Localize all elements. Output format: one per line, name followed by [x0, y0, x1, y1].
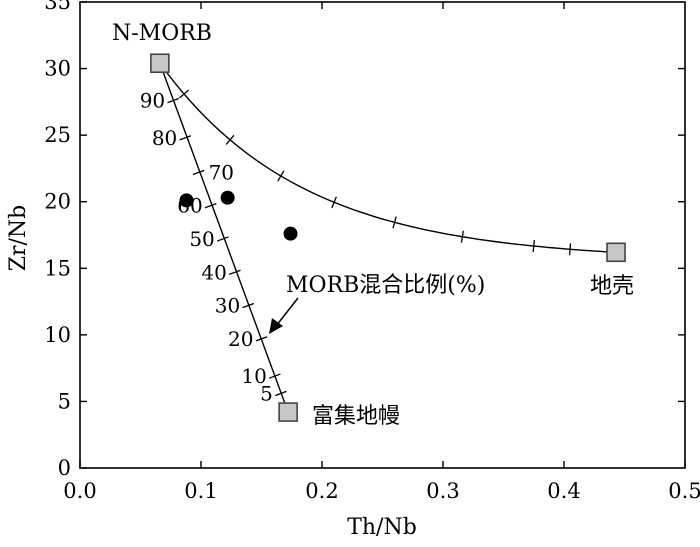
morb-crust-mixing-curve: [159, 62, 617, 253]
sample-point: [283, 226, 298, 241]
mixing-ratio-arrow-shaft: [275, 297, 299, 327]
mixing-tick-label: 60: [177, 194, 202, 218]
sample-point: [220, 190, 235, 205]
x-axis-title: Th/Nb: [347, 515, 417, 540]
mixing-ratio-arrow-head: [269, 318, 283, 334]
mixing-ratio-label: MORB混合比例(%): [286, 273, 485, 298]
x-tick-label: 0.5: [668, 479, 700, 503]
crust-label: 地壳: [590, 274, 634, 299]
y-tick-label: 5: [58, 389, 71, 413]
y-tick-label: 0: [58, 456, 71, 480]
sample-point: [179, 193, 194, 208]
mixing-line-tick: [167, 97, 180, 104]
y-tick-label: 10: [44, 323, 71, 347]
y-tick-label: 25: [44, 123, 71, 147]
y-tick-label: 15: [44, 256, 71, 280]
mixing-tick-label: 40: [201, 260, 226, 284]
n-morb-label: N-MORB: [112, 21, 212, 46]
mixing-curves: [159, 62, 617, 413]
mixing-line-tick: [216, 236, 229, 242]
axis-ticks: [79, 1, 686, 469]
mixing-tick-label: 80: [152, 126, 177, 150]
mixing-tick-label: 30: [215, 294, 240, 318]
crust-curve-tick: [331, 196, 337, 209]
mixing-line-tick: [268, 373, 281, 379]
y-tick-label: 30: [44, 57, 71, 81]
mixing-line-tick: [275, 390, 287, 397]
mixing-tick-label: 5: [260, 381, 273, 405]
end-member-markers: [150, 53, 626, 422]
annotations: N-MORB 地壳 富集地幔 MORB混合比例(%): [112, 21, 634, 429]
x-tick-label: 0.0: [63, 479, 96, 503]
plot-frame: [79, 1, 686, 469]
crust-curve-tick: [460, 230, 464, 243]
crust-curve-tick: [532, 239, 535, 253]
x-tick-label: 0.2: [305, 479, 338, 503]
y-tick-label: 20: [44, 190, 71, 214]
crust-curve-tick: [277, 170, 285, 182]
mixing-tick-label: 90: [140, 89, 165, 113]
mixing-line-tick: [255, 336, 268, 342]
mixing-tick-label: 10: [241, 364, 266, 388]
crust-curve-tick: [392, 216, 397, 229]
morb-mantle-mixing-line: [159, 63, 289, 413]
mixing-line-tick: [229, 269, 241, 275]
end-member-marker: [150, 53, 170, 74]
crust-curve-tick: [179, 89, 190, 99]
enriched-mantle-label: 富集地幔: [312, 404, 400, 429]
crust-curve-tick: [568, 243, 572, 256]
mixing-tick-label: 70: [209, 160, 234, 184]
y-axis-title: Zr/Nb: [6, 205, 31, 272]
mixing-line-tick: [192, 169, 205, 176]
sample-points: [179, 190, 298, 241]
end-member-marker: [278, 402, 298, 422]
mixing-tick-label: 50: [189, 227, 214, 251]
end-member-marker: [606, 242, 626, 263]
y-tick-label: 35: [44, 0, 71, 14]
mixing-tick-label: 20: [228, 327, 253, 351]
x-tick-label: 0.1: [184, 479, 217, 503]
mixing-ratio-tick-labels: 90 80 70 60 50 40 30 20 105: [140, 89, 273, 406]
x-tick-label: 0.4: [547, 479, 580, 503]
mixing-line-tick: [204, 203, 217, 209]
mixing-line-tick: [179, 135, 192, 141]
crust-curve-tick: [225, 134, 235, 145]
x-tick-label: 0.3: [426, 479, 459, 503]
mixing-line-tick: [242, 302, 255, 309]
